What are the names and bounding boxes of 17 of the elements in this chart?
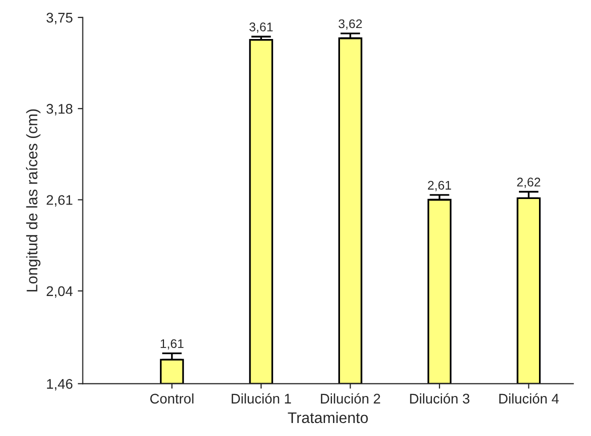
x-tick-label: Control: [150, 393, 194, 404]
data-label: 3,62: [338, 19, 362, 30]
y-tick-label: 1,46: [47, 379, 72, 390]
x-axis-title: Tratamiento: [288, 412, 368, 424]
x-tick-label: Dilución 1: [232, 393, 291, 404]
x-tick-label: Dilución 2: [320, 393, 380, 404]
y-axis-title: Longitud de las raíces (cm): [26, 109, 40, 292]
x-tick-label: Dilución 3: [410, 393, 470, 404]
y-tick-label: 2,61: [46, 195, 72, 207]
data-label: 1,61: [160, 339, 184, 350]
data-label: 2,61: [428, 180, 452, 192]
data-label: 2,62: [517, 178, 540, 188]
y-tick-label: 3,75: [46, 12, 72, 24]
x-tick-label: Dilución 4: [499, 393, 559, 404]
data-label: 3,61: [249, 22, 273, 33]
y-tick-label: 3,18: [46, 104, 72, 116]
y-tick-label: 2,04: [46, 286, 73, 298]
